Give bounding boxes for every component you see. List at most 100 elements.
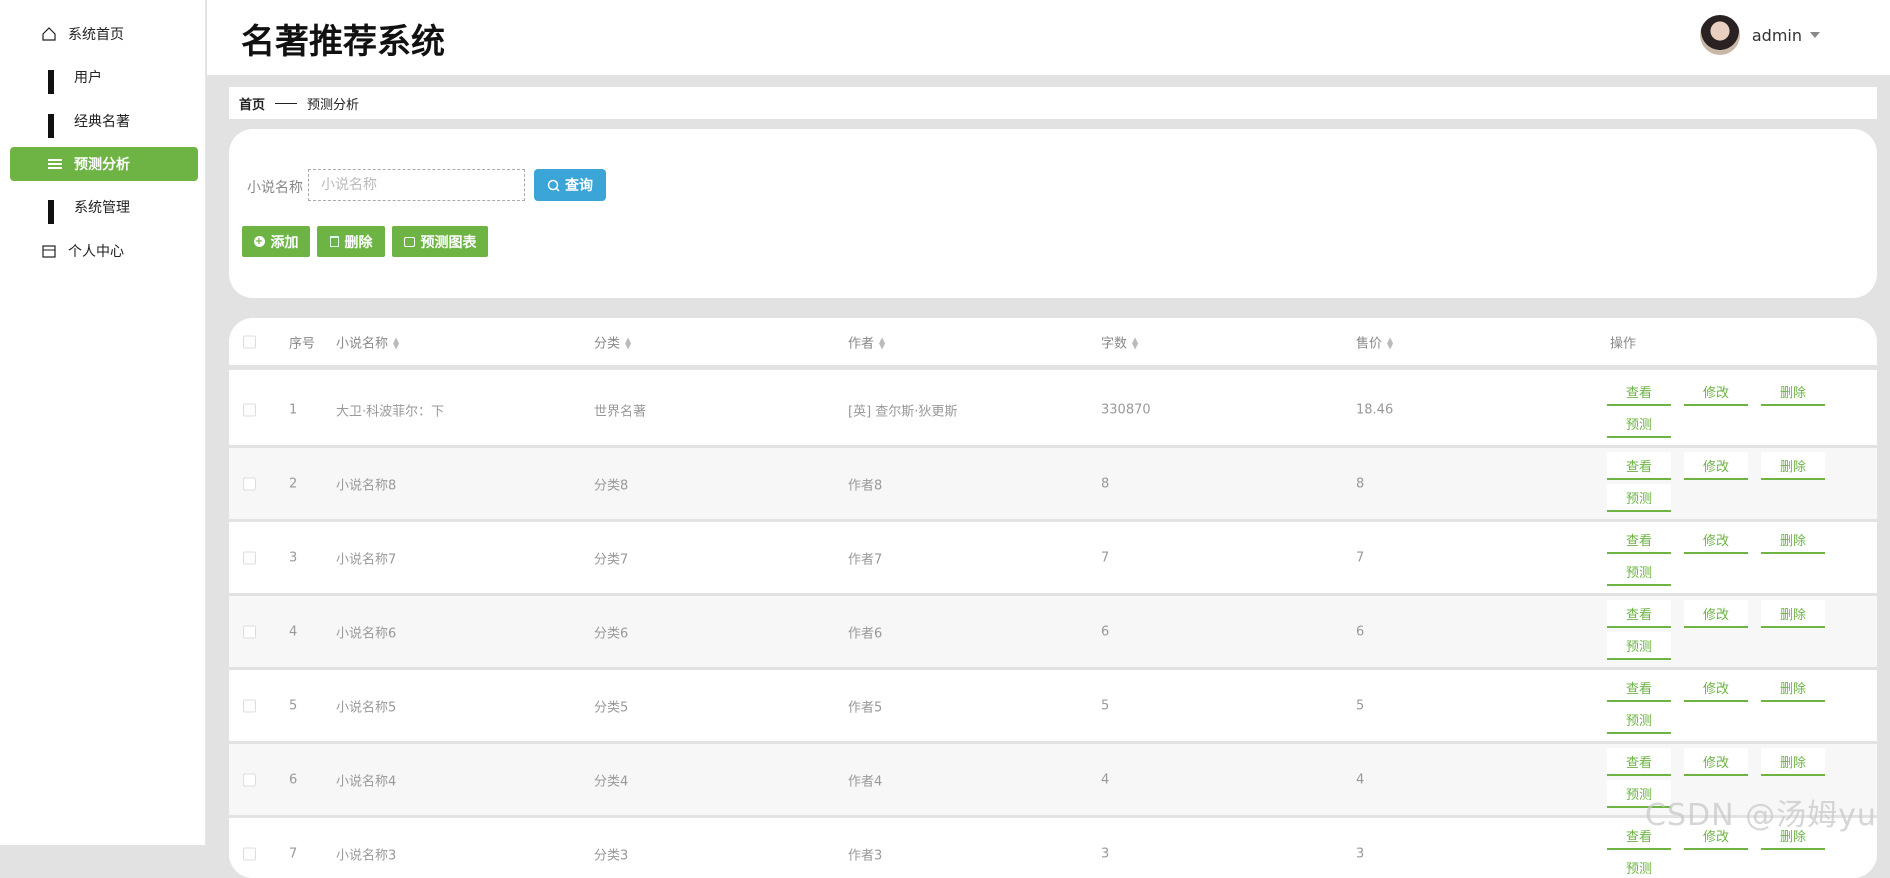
sort-icon[interactable]: ▲ ▼	[1132, 335, 1139, 351]
cell-category: 分类5	[594, 700, 629, 716]
search-icon	[547, 179, 560, 192]
table-row: 7 小说名称3 分类3 作者3 3 3 查看 修改 删除 预测	[229, 818, 1877, 878]
cell-words: 330870	[1101, 402, 1151, 418]
sidebar-item-label: 个人中心	[68, 244, 124, 260]
col-category[interactable]: 分类 ▲ ▼	[594, 332, 631, 351]
col-price[interactable]: 售价 ▲ ▼	[1356, 332, 1393, 351]
breadcrumb-separator	[275, 102, 298, 104]
sort-icon[interactable]: ▲ ▼	[625, 335, 632, 351]
delete-row-button[interactable]: 删除	[1761, 674, 1825, 702]
predict-button[interactable]: 预测	[1607, 854, 1671, 878]
col-index: 序号	[289, 336, 316, 351]
table-row: 2 小说名称8 分类8 作者8 8 8 查看 修改 删除 预测	[229, 448, 1877, 520]
predict-button[interactable]: 预测	[1607, 632, 1671, 660]
cell-category: 分类8	[594, 478, 629, 494]
edit-button[interactable]: 修改	[1684, 526, 1748, 554]
sort-icon[interactable]: ▲ ▼	[879, 335, 886, 351]
sidebar-item-profile[interactable]: 个人中心	[10, 234, 198, 268]
view-button[interactable]: 查看	[1607, 674, 1671, 702]
sort-icon[interactable]: ▲ ▼	[1387, 335, 1394, 351]
delete-row-button[interactable]: 删除	[1761, 748, 1825, 776]
cell-words: 4	[1101, 772, 1110, 788]
caret-down-icon	[1810, 32, 1820, 38]
sidebar-item-users[interactable]: 用户	[10, 60, 198, 94]
sidebar-item-home[interactable]: 系统首页	[10, 17, 198, 51]
row-checkbox[interactable]	[243, 403, 256, 417]
cell-index: 7	[289, 846, 298, 862]
search-input[interactable]: 小说名称	[308, 169, 525, 201]
sidebar-item-label: 系统管理	[74, 200, 130, 216]
row-divider	[229, 667, 1877, 670]
cell-price: 8	[1356, 476, 1365, 492]
cell-name: 小说名称7	[336, 552, 397, 568]
edit-button[interactable]: 修改	[1684, 748, 1748, 776]
edit-button[interactable]: 修改	[1684, 378, 1748, 406]
breadcrumb-home[interactable]: 首页	[239, 97, 266, 113]
delete-row-button[interactable]: 删除	[1761, 526, 1825, 554]
user-menu[interactable]: admin	[1699, 15, 1820, 55]
edit-button[interactable]: 修改	[1684, 674, 1748, 702]
row-divider	[229, 519, 1877, 522]
row-checkbox[interactable]	[243, 551, 256, 565]
delete-button[interactable]: 删除	[317, 226, 385, 257]
predict-button[interactable]: 预测	[1607, 484, 1671, 512]
menu-icon	[48, 157, 62, 171]
add-button[interactable]: + 添加	[242, 226, 310, 257]
cell-index: 1	[289, 402, 298, 418]
delete-row-button[interactable]: 删除	[1761, 600, 1825, 628]
view-button[interactable]: 查看	[1607, 748, 1671, 776]
sidebar-item-classics[interactable]: 经典名著	[10, 104, 198, 138]
col-author[interactable]: 作者 ▲ ▼	[848, 332, 885, 351]
row-checkbox[interactable]	[243, 625, 256, 639]
table-row: 6 小说名称4 分类4 作者4 4 4 查看 修改 删除 预测	[229, 744, 1877, 816]
col-label: 作者	[848, 336, 875, 351]
cell-index: 6	[289, 772, 298, 788]
cell-words: 6	[1101, 624, 1110, 640]
delete-label: 删除	[344, 234, 373, 251]
grid-icon	[48, 114, 62, 138]
row-divider	[229, 445, 1877, 448]
cell-name: 小说名称4	[336, 774, 397, 790]
username: admin	[1751, 25, 1802, 45]
sidebar-item-system[interactable]: 系统管理	[10, 190, 198, 224]
col-words[interactable]: 字数 ▲ ▼	[1101, 332, 1138, 351]
row-checkbox[interactable]	[243, 477, 256, 491]
col-name[interactable]: 小说名称 ▲ ▼	[336, 332, 399, 351]
delete-row-button[interactable]: 删除	[1761, 378, 1825, 406]
cell-name: 小说名称5	[336, 700, 397, 716]
select-all-checkbox[interactable]	[243, 335, 256, 348]
prediction-chart-button[interactable]: 预测图表	[392, 226, 488, 257]
predict-button[interactable]: 预测	[1607, 706, 1671, 734]
search-label: 小说名称	[247, 180, 303, 196]
cell-category: 分类7	[594, 552, 629, 568]
query-button[interactable]: 查询	[534, 169, 606, 201]
row-checkbox[interactable]	[243, 847, 256, 861]
sidebar: 系统首页 用户 经典名著 预测分析 系统管理 个人中心	[0, 0, 206, 845]
cell-price: 7	[1356, 550, 1365, 566]
predict-button[interactable]: 预测	[1607, 780, 1671, 808]
view-button[interactable]: 查看	[1607, 600, 1671, 628]
cell-words: 8	[1101, 476, 1110, 492]
row-checkbox[interactable]	[243, 773, 256, 787]
table-row: 4 小说名称6 分类6 作者6 6 6 查看 修改 删除 预测	[229, 596, 1877, 668]
data-table: 序号 小说名称 ▲ ▼ 分类 ▲ ▼ 作者 ▲ ▼ 字数 ▲ ▼ 售价 ▲ ▼ 操作 1 大卫·科波菲…	[229, 318, 1877, 878]
cell-author: [英] 查尔斯·狄更斯	[848, 404, 958, 420]
predict-button[interactable]: 预测	[1607, 558, 1671, 586]
view-button[interactable]: 查看	[1607, 452, 1671, 480]
sidebar-item-prediction[interactable]: 预测分析	[10, 147, 198, 181]
page-title: 名著推荐系统	[241, 22, 445, 62]
cell-price: 5	[1356, 698, 1365, 714]
view-button[interactable]: 查看	[1607, 526, 1671, 554]
edit-button[interactable]: 修改	[1684, 452, 1748, 480]
row-checkbox[interactable]	[243, 699, 256, 713]
col-label: 小说名称	[336, 336, 389, 351]
edit-button[interactable]: 修改	[1684, 600, 1748, 628]
view-button[interactable]: 查看	[1607, 378, 1671, 406]
cell-author: 作者7	[848, 552, 883, 568]
cell-author: 作者8	[848, 478, 883, 494]
sort-icon[interactable]: ▲ ▼	[393, 335, 400, 351]
search-panel: 小说名称 小说名称 查询 + 添加 删除 预测图表	[229, 129, 1877, 298]
cell-category: 世界名著	[594, 404, 647, 420]
predict-button[interactable]: 预测	[1607, 410, 1671, 438]
delete-row-button[interactable]: 删除	[1761, 452, 1825, 480]
